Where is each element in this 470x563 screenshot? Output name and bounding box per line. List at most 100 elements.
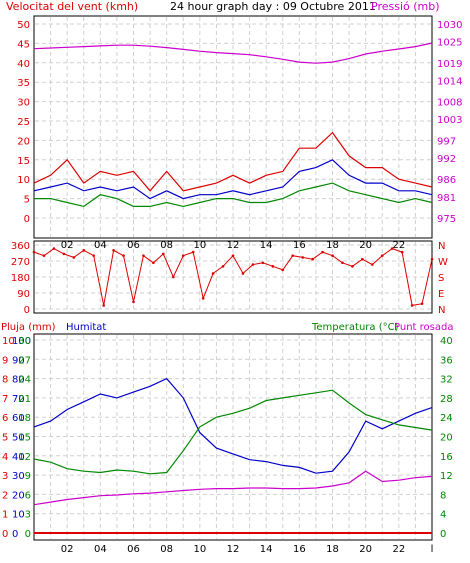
rain-tick-label: 8 <box>2 375 8 386</box>
x-tick-label: 20 <box>359 544 372 555</box>
wind-direction-point <box>301 256 304 259</box>
rain-tick-label: 7 <box>2 394 8 405</box>
x-tick-label: 02 <box>61 544 74 555</box>
direction-tick-label: 270 <box>11 257 30 268</box>
wind-direction-point <box>92 254 95 257</box>
wind-direction-point <box>400 250 404 254</box>
wind-direction-point <box>251 263 255 266</box>
rain-tick-label: 2 <box>2 490 8 501</box>
wind-direction-point <box>112 249 115 252</box>
x-tick-label: 14 <box>260 240 273 251</box>
temp-left-tick-label: 9 <box>25 471 31 482</box>
compass-tick-label: W <box>438 257 448 268</box>
wind-direction-point <box>261 261 265 265</box>
rain-tick-label: 6 <box>2 413 8 424</box>
wind-direction-point <box>341 261 344 265</box>
humidity-label: Humitat <box>66 322 106 333</box>
x-tick-label: 10 <box>193 544 206 555</box>
wind-tick-label: 0 <box>24 214 30 225</box>
wind-speed-label: Velocitat del vent (kmh) <box>6 0 138 13</box>
wind-tick-label: 20 <box>17 136 30 147</box>
wind-direction-point <box>42 254 46 257</box>
wind-tick-label: 40 <box>17 59 30 70</box>
pressure-tick-label: 997 <box>437 136 456 147</box>
wind-direction-point <box>430 257 434 261</box>
wind-direction-point <box>331 254 334 257</box>
wind-direction-point <box>172 275 175 279</box>
pressure-tick-label: 1008 <box>437 98 462 109</box>
wind-direction-point <box>32 250 36 254</box>
x-tick-label: 08 <box>160 240 173 251</box>
temp-right-tick-label: 24 <box>440 413 453 424</box>
rain-tick-label: 0 <box>2 529 8 540</box>
temp-right-tick-label: 20 <box>440 433 453 444</box>
x-tick-label: 12 <box>227 240 240 251</box>
dewpoint-label: Punt rosada <box>394 322 453 333</box>
temp-left-tick-label: 3 <box>25 510 31 521</box>
x-tick-label: 04 <box>94 240 107 251</box>
compass-tick-label: N <box>438 241 445 252</box>
temp-left-tick-label: 0 <box>25 529 31 540</box>
temp-right-tick-label: 12 <box>440 471 453 482</box>
x-tick-label: 22 <box>392 544 405 555</box>
wind-direction-point <box>321 250 324 254</box>
temp-left-tick-label: 24 <box>18 375 31 386</box>
pressure-tick-label: 1019 <box>437 59 462 70</box>
wind-direction-point <box>291 254 295 257</box>
wind-tick-label: 10 <box>17 175 30 186</box>
wind-direction-point <box>152 261 155 265</box>
wind-low-line <box>34 182 433 208</box>
x-tick-label: 18 <box>326 240 339 251</box>
dewpoint-line <box>33 470 433 506</box>
humidity-tick-label: 100 <box>12 336 31 347</box>
x-tick-label: 02 <box>61 240 74 251</box>
rain-panel-frame <box>33 333 433 541</box>
wind-tick-label: 45 <box>17 39 30 50</box>
wind-direction-point <box>211 272 215 275</box>
x-tick-label: 14 <box>260 544 273 555</box>
rain-tick-label: 9 <box>2 355 8 366</box>
x-tick-label: 18 <box>326 544 339 555</box>
temp-left-tick-label: 30 <box>18 336 31 347</box>
temperature-label: Temperatura (°C) <box>311 322 399 333</box>
wind-direction-point <box>201 297 205 300</box>
temp-left-tick-label: 27 <box>18 355 31 366</box>
temp-right-tick-label: 0 <box>440 529 446 540</box>
humidity-tick-label: 70 <box>12 394 25 405</box>
direction-panel-frame <box>33 240 433 314</box>
direction-tick-label: 180 <box>11 273 30 284</box>
temp-right-tick-label: 36 <box>440 355 453 366</box>
x-tick-label: 12 <box>227 544 240 555</box>
pressure-tick-label: 986 <box>437 175 456 186</box>
wind-direction-point <box>311 257 314 261</box>
wind-direction-point <box>122 254 125 257</box>
humidity-tick-label: 10 <box>12 510 25 521</box>
rain-tick-label: 3 <box>2 471 8 482</box>
humidity-tick-label: 50 <box>12 433 25 444</box>
wind-tick-label: 30 <box>17 98 30 109</box>
pressure-tick-label: 1025 <box>437 38 462 49</box>
temp-right-tick-label: 8 <box>440 490 446 501</box>
pressure-tick-label: 1030 <box>437 20 462 31</box>
x-tick-label: l <box>431 544 434 555</box>
wind-tick-label: 50 <box>17 20 30 31</box>
temp-right-tick-label: 28 <box>440 394 453 405</box>
x-tick-label: l <box>431 240 434 251</box>
wind-direction-point <box>102 304 105 307</box>
wind-direction-point <box>371 263 374 266</box>
compass-tick-label: S <box>438 273 444 284</box>
wind-tick-label: 15 <box>17 156 30 167</box>
rain-tick-label: 5 <box>2 433 8 444</box>
wind-direction-point <box>142 254 145 257</box>
humidity-tick-label: 60 <box>12 413 25 424</box>
humidity-tick-label: 90 <box>12 355 25 366</box>
pressure-tick-label: 981 <box>437 193 456 204</box>
rain-label: Pluja (mm) <box>1 322 56 333</box>
x-tick-label: 10 <box>193 240 206 251</box>
wind-direction-point <box>410 304 414 307</box>
pressure-tick-label: 992 <box>437 154 456 165</box>
wind-direction-point <box>62 252 66 256</box>
wind-gust-line <box>33 131 433 192</box>
graph-title: 24 hour graph day : 09 Octubre 2011 <box>170 0 376 13</box>
